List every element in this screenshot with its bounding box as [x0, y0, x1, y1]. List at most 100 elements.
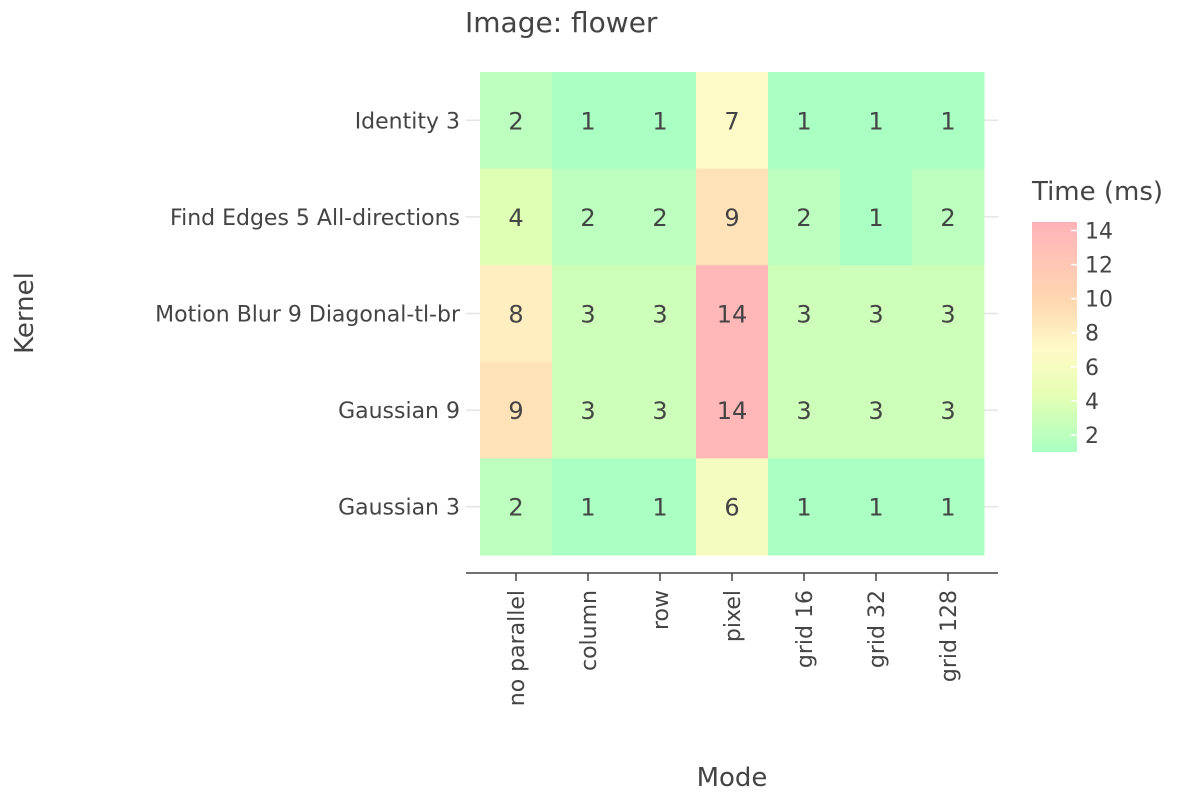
cell-value-label: 14 — [717, 397, 748, 425]
heatmap-cell — [696, 265, 769, 363]
x-tick-label: grid 128 — [937, 590, 962, 682]
cell-value-label: 6 — [724, 494, 739, 522]
colorbar-tick-label: 10 — [1085, 288, 1113, 313]
heatmap-cell — [480, 458, 553, 556]
cell-value-label: 9 — [508, 397, 523, 425]
heatmap-cell — [696, 72, 769, 170]
colorbar-tick-label: 4 — [1085, 390, 1099, 415]
heatmap-cell — [912, 72, 985, 170]
heatmap-cell — [480, 265, 553, 363]
x-tick-label: column — [577, 590, 602, 671]
colorbar: 2 4 6 8 10 12 14 — [1032, 220, 1113, 452]
cell-value-label: 1 — [652, 107, 667, 135]
heatmap-cell — [480, 168, 553, 266]
y-axis-ticks: Identity 3 Find Edges 5 All-directions Mot… — [155, 109, 461, 520]
heatmap-cell — [840, 168, 913, 266]
heatmap-cell — [624, 458, 697, 556]
y-tick-label: Identity 3 — [355, 109, 460, 134]
heatmap-cell — [912, 168, 985, 266]
cell-value-label: 1 — [868, 204, 883, 232]
cell-value-label: 2 — [652, 204, 667, 232]
heatmap-cell — [840, 265, 913, 363]
heatmap-cell — [840, 458, 913, 556]
heatmap-cell — [480, 361, 553, 459]
heatmap-cell — [552, 361, 625, 459]
cell-value-label: 3 — [868, 397, 883, 425]
y-tick-label: Motion Blur 9 Diagonal-tl-br — [155, 303, 461, 328]
chart-title: Image: flower — [465, 6, 658, 39]
heatmap-cell — [840, 361, 913, 459]
colorbar-gradient — [1032, 222, 1077, 452]
cell-value-label: 9 — [724, 204, 739, 232]
cell-value-label: 3 — [940, 397, 955, 425]
colorbar-tick-label: 8 — [1085, 322, 1099, 347]
cell-value-label: 3 — [580, 397, 595, 425]
x-tick-label: pixel — [721, 590, 746, 642]
x-axis-title: Mode — [697, 763, 768, 793]
cell-value-label: 7 — [724, 107, 739, 135]
cell-value-label: 3 — [580, 301, 595, 329]
cell-value-label: 1 — [940, 107, 955, 135]
colorbar-title: Time (ms) — [1031, 177, 1163, 207]
heatmap-cell — [624, 265, 697, 363]
cell-value-label: 1 — [580, 107, 595, 135]
cell-value-label: 3 — [652, 397, 667, 425]
cell-value-label: 1 — [868, 494, 883, 522]
cell-value-label: 1 — [940, 494, 955, 522]
cell-value-label: 3 — [868, 301, 883, 329]
heatmap-cell — [912, 361, 985, 459]
x-tick-label: no parallel — [505, 590, 530, 706]
heatmap-cell — [912, 265, 985, 363]
heatmap-cell — [840, 72, 913, 170]
cell-value-label: 3 — [652, 301, 667, 329]
heatmap-cell — [696, 168, 769, 266]
cell-value-label: 2 — [508, 107, 523, 135]
x-tick-label: grid 32 — [865, 590, 890, 668]
cell-value-label: 2 — [580, 204, 595, 232]
heatmap-cells — [480, 72, 985, 556]
y-tick-label: Gaussian 3 — [338, 496, 460, 521]
heatmap-cell — [552, 72, 625, 170]
heatmap-cell — [768, 458, 841, 556]
colorbar-tick-label: 2 — [1085, 424, 1099, 449]
cell-value-label: 1 — [796, 107, 811, 135]
colorbar-tick-label: 6 — [1085, 356, 1099, 381]
heatmap-cell — [552, 458, 625, 556]
cell-value-label: 14 — [717, 301, 748, 329]
cell-value-label: 8 — [508, 301, 523, 329]
heatmap-cell — [552, 168, 625, 266]
x-axis-ticks: no parallel column row pixel grid 16 grid 32 g… — [505, 573, 962, 706]
heatmap-cell — [912, 458, 985, 556]
cell-value-labels: 2 1 1 7 1 1 14 2 2 9 2 1 28 3 3 14 3 3 39 3 3 14 3 3 32 1 1 6 1 1 1 — [508, 107, 955, 521]
heatmap-cell — [768, 265, 841, 363]
heatmap-cell — [768, 168, 841, 266]
cell-value-label: 1 — [868, 107, 883, 135]
y-tick-label: Find Edges 5 All-directions — [170, 206, 460, 231]
cell-value-label: 3 — [796, 301, 811, 329]
cell-value-label: 2 — [796, 204, 811, 232]
y-axis-title: Kernel — [10, 272, 40, 354]
colorbar-tick-label: 12 — [1085, 254, 1113, 279]
heatmap-cell — [480, 72, 553, 170]
x-tick-label: grid 16 — [793, 590, 818, 668]
cell-value-label: 2 — [940, 204, 955, 232]
heatmap-cell — [624, 72, 697, 170]
cell-value-label: 4 — [508, 204, 523, 232]
cell-value-label: 3 — [940, 301, 955, 329]
cell-value-label: 1 — [796, 494, 811, 522]
cell-value-label: 3 — [796, 397, 811, 425]
heatmap-cell — [624, 361, 697, 459]
x-tick-label: row — [649, 590, 674, 630]
cell-value-label: 2 — [508, 494, 523, 522]
heatmap-cell — [768, 361, 841, 459]
heatmap-cell — [696, 361, 769, 459]
y-tick-label: Gaussian 9 — [338, 399, 460, 424]
cell-value-label: 1 — [652, 494, 667, 522]
colorbar-tick-label: 14 — [1085, 220, 1113, 245]
heatmap-cell — [624, 168, 697, 266]
heatmap-cell — [696, 458, 769, 556]
heatmap-cell — [768, 72, 841, 170]
heatmap-cell — [552, 265, 625, 363]
cell-value-label: 1 — [580, 494, 595, 522]
